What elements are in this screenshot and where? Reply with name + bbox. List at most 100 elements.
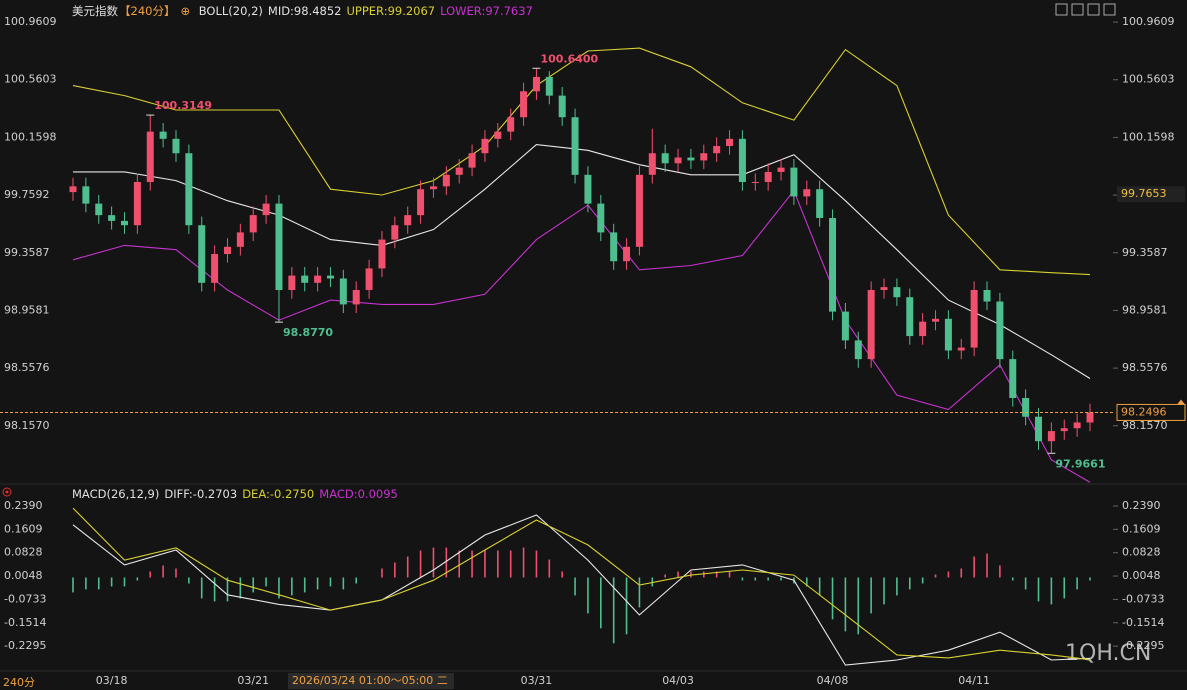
candle-body [713, 146, 721, 154]
y-tick-label: 98.9581 [4, 303, 50, 316]
candle-body [455, 167, 463, 175]
y-tick-label: 100.1598 [4, 130, 57, 143]
candle-body [442, 174, 450, 187]
candle-body [597, 203, 605, 233]
x-tick-label: 04/11 [958, 674, 990, 687]
candle-body [983, 290, 991, 302]
candle-body [1009, 359, 1017, 398]
candle-body [211, 254, 219, 283]
diff-label: DIFF:-0.2703 [164, 487, 238, 501]
candle-body [674, 157, 682, 164]
candle-body [558, 95, 566, 118]
settings-icon[interactable]: ⊕ [180, 4, 191, 18]
band-line [73, 144, 1091, 379]
y-tick-label: 99.3587 [4, 246, 50, 259]
candle-body [365, 268, 373, 291]
x-tick-label: 03/31 [521, 674, 553, 687]
candle-body [69, 186, 77, 193]
candle-body [623, 246, 631, 262]
y-tick-label: 0.2390 [4, 499, 43, 512]
crosshair-box [288, 673, 454, 689]
candle-body [532, 76, 540, 92]
control-button[interactable] [1071, 3, 1084, 16]
indicator-icon[interactable] [2, 487, 12, 497]
annotation-label: 100.6400 [540, 52, 598, 65]
y-tick-label-right: -0.1514 [1122, 616, 1164, 629]
y-tick-label-right: 0.0828 [1122, 546, 1161, 559]
mid-label: MID:98.4852 [267, 4, 342, 18]
candle-body [880, 287, 888, 291]
annotation-label: 100.3149 [154, 99, 212, 112]
candle-body [185, 153, 193, 226]
candle-body [648, 153, 656, 175]
y-tick-label-right: 100.1598 [1122, 130, 1175, 143]
control-button[interactable] [1087, 3, 1100, 16]
candle-body [1060, 428, 1068, 432]
upper-label: UPPER:99.2067 [346, 4, 436, 18]
period[interactable]: 【240分】 [119, 4, 176, 18]
y-tick-label-right: 98.9581 [1122, 303, 1168, 316]
marker-price-label: 99.7653 [1121, 187, 1167, 200]
x-tick-label: 04/08 [817, 674, 849, 687]
candle-body [584, 174, 592, 204]
candle-body [919, 321, 927, 337]
candle-body [829, 218, 837, 312]
candle-body [507, 117, 515, 132]
y-tick-label: 98.5576 [4, 361, 50, 374]
candle-body [1047, 431, 1055, 442]
y-tick-label: 99.7592 [4, 188, 50, 201]
control-button[interactable] [1055, 3, 1068, 16]
last-price-label: 98.2496 [1121, 405, 1167, 418]
candle-body [314, 275, 322, 283]
y-tick-label-right: 98.1570 [1122, 419, 1168, 432]
y-tick-label-right: 100.9609 [1122, 15, 1175, 28]
annotation-label: 97.9661 [1055, 457, 1105, 470]
candle-body [301, 275, 309, 283]
y-tick-label-right: 0.0048 [1122, 569, 1161, 582]
indicator: BOLL(20,2) [198, 4, 263, 18]
candle-body [95, 203, 103, 216]
candle-body [262, 203, 270, 216]
candle-body [661, 153, 669, 164]
main-header: 美元指数【240分】 ⊕ BOLL(20,2) MID:98.4852 UPPER:9… [72, 3, 538, 19]
y-tick-label-right: 0.1609 [1122, 522, 1161, 535]
candle-body [352, 290, 360, 305]
x-tick-label: 03/21 [237, 674, 269, 687]
y-tick-label-right: 99.3587 [1122, 246, 1168, 259]
candle-body [571, 117, 579, 175]
candle-body [854, 340, 862, 360]
last-price-box [1116, 403, 1186, 421]
y-tick-label: -0.2295 [4, 639, 46, 652]
candle-body [172, 138, 180, 154]
lower-label: LOWER:97.7637 [440, 4, 533, 18]
candle-body [404, 215, 412, 226]
candle-body [1073, 422, 1081, 429]
candle-body [932, 318, 940, 322]
y-tick-label-right: 0.2390 [1122, 499, 1161, 512]
candle-body [520, 91, 528, 118]
candle-body [133, 182, 141, 226]
macd-header: MACD(26,12,9) DIFF:-0.2703 DEA:-0.2750 MACD… [72, 487, 403, 501]
band-line [72, 47, 1091, 276]
y-tick-label: 98.1570 [4, 419, 50, 432]
candle-body [275, 203, 283, 291]
x-tick-label: 04/03 [662, 674, 694, 687]
y-tick-label-right: 100.5603 [1122, 73, 1175, 86]
dea-label: DEA:-0.2750 [242, 487, 315, 501]
macd-line [72, 514, 1091, 666]
candle-body [159, 131, 167, 139]
x-tick-label: 03/18 [96, 674, 128, 687]
y-tick-label-right: -0.2295 [1122, 639, 1164, 652]
candle-body [816, 189, 824, 219]
y-tick-label: 0.0048 [4, 569, 43, 582]
candle-body [996, 301, 1004, 360]
candle-body [841, 311, 849, 341]
y-tick-label: -0.1514 [4, 616, 46, 629]
candle-body [288, 275, 296, 291]
macd-indicator: MACD(26,12,9) [72, 487, 160, 501]
control-button[interactable] [1103, 3, 1116, 16]
candle-body [906, 297, 914, 337]
